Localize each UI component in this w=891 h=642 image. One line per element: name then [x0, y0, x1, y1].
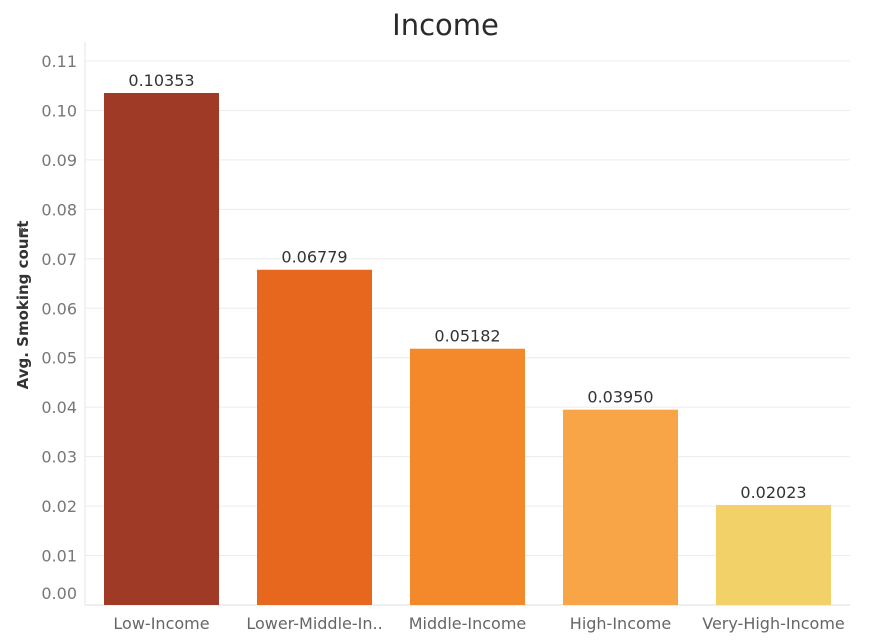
bar[interactable]: [563, 409, 678, 605]
y-tick-label: 0.00: [41, 584, 77, 603]
y-tick-label: 0.08: [41, 200, 77, 219]
bar[interactable]: [104, 92, 219, 606]
x-category-label: Lower-Middle-In..: [246, 614, 382, 633]
y-tick-label: 0.01: [41, 547, 77, 566]
y-tick-label: 0.09: [41, 151, 77, 170]
y-tick-label: 0.03: [41, 448, 77, 467]
x-axis: Low-Income Lower-Middle-In.. Middle-Income…: [113, 614, 844, 633]
x-category-label: Middle-Income: [409, 614, 527, 633]
bar-value-label: 0.02023: [740, 483, 806, 502]
y-tick-label: 0.11: [41, 52, 77, 71]
bar[interactable]: [257, 269, 372, 605]
bars: [104, 92, 831, 606]
y-axis-title: Avg. Smoking count: [14, 221, 32, 390]
x-category-label: Low-Income: [113, 614, 209, 633]
bar[interactable]: [716, 504, 831, 605]
y-axis-title-group: Avg. Smoking count: [14, 221, 32, 390]
bar-value-label: 0.10353: [128, 71, 194, 90]
bar-value-label: 0.05182: [434, 327, 500, 346]
y-tick-label: 0.05: [41, 349, 77, 368]
y-tick-label: 0.06: [41, 299, 77, 318]
bar[interactable]: [410, 348, 525, 605]
chart-title: Income: [392, 8, 499, 42]
y-tick-label: 0.04: [41, 398, 77, 417]
y-tick-label: 0.07: [41, 250, 77, 269]
x-category-label: High-Income: [570, 614, 671, 633]
bar-value-label: 0.06779: [281, 248, 347, 267]
x-category-label: Very-High-Income: [702, 614, 845, 633]
y-tick-label: 0.10: [41, 101, 77, 120]
value-labels: 0.10353 0.06779 0.05182 0.03950 0.02023: [128, 71, 806, 502]
sort-icon[interactable]: [19, 228, 26, 236]
bar-value-label: 0.03950: [587, 388, 653, 407]
y-tick-label: 0.02: [41, 497, 77, 516]
